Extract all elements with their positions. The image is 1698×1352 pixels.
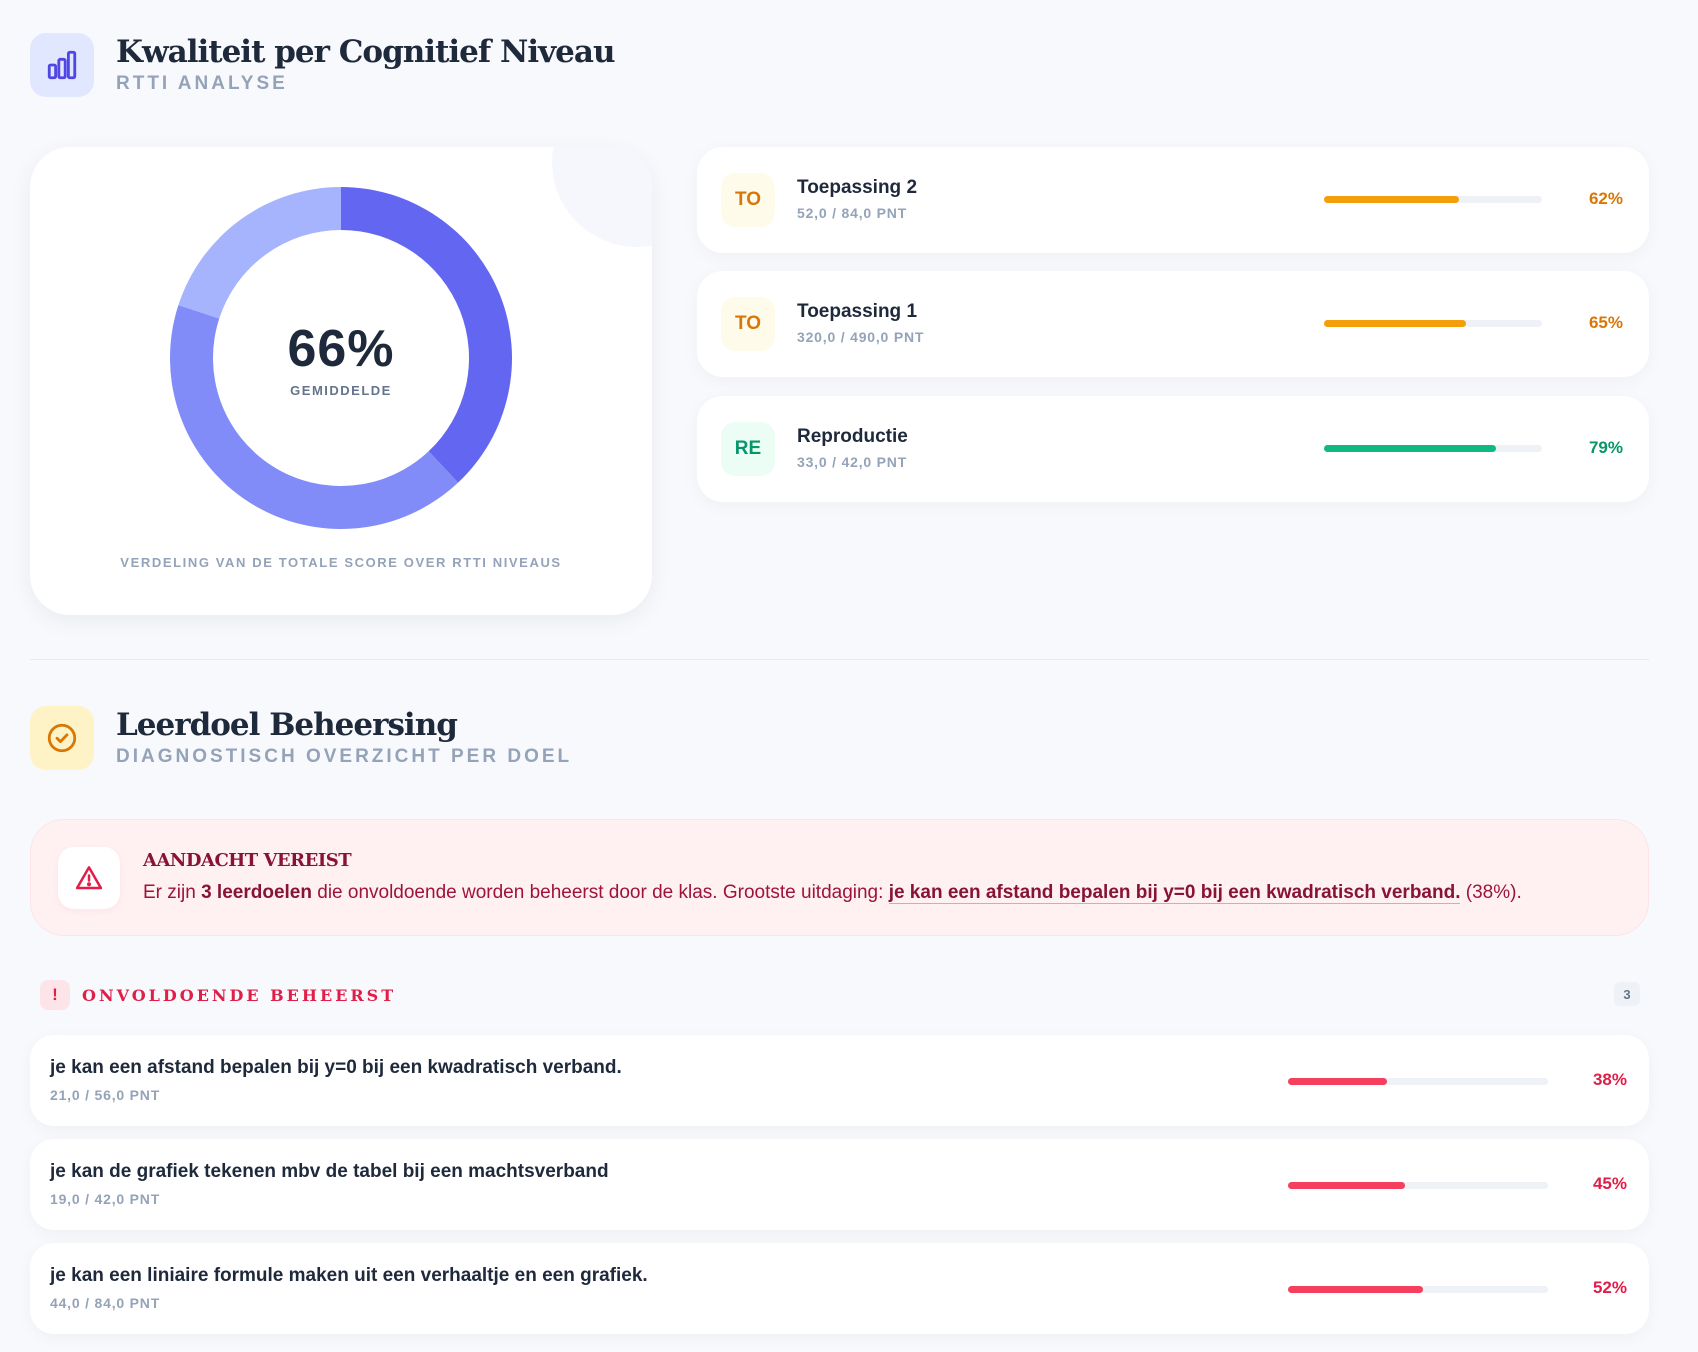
bar-chart-icon [30, 33, 94, 97]
warning-triangle-icon [58, 847, 120, 909]
donut-chart-card: 66% GEMIDDELDE VERDELING VAN DE TOTALE S… [30, 147, 652, 615]
donut-center: 66% GEMIDDELDE [170, 187, 512, 529]
level-card: TO Toepassing 1 320,0 / 490,0 PNT 65% [697, 271, 1649, 377]
goal-name: je kan een afstand bepalen bij y=0 bij e… [50, 1057, 622, 1078]
level-percent: 79% [1588, 438, 1623, 457]
alert-text-suffix: (38%). [1460, 882, 1522, 903]
check-circle-icon [30, 706, 94, 770]
alert-title: AANDACHT VEREIST [143, 850, 352, 871]
level-card: TO Toepassing 2 52,0 / 84,0 PNT 62% [697, 147, 1649, 253]
attention-alert: AANDACHT VEREIST Er zijn 3 leerdoelen di… [30, 819, 1649, 936]
section-title: Kwaliteit per Cognitief Niveau [116, 34, 615, 70]
progress-track [1324, 196, 1542, 203]
section-header-leerdoel: Leerdoel Beheersing DIAGNOSTISCH OVERZIC… [30, 706, 572, 770]
progress-fill [1324, 320, 1466, 327]
section-subtitle: DIAGNOSTISCH OVERZICHT PER DOEL [116, 746, 573, 767]
group-label: ONVOLDOENDE BEHEERST [82, 986, 397, 1005]
level-card: RE Reproductie 33,0 / 42,0 PNT 79% [697, 396, 1649, 502]
section-title: Leerdoel Beheersing [116, 707, 458, 743]
goal-points: 44,0 / 84,0 PNT [50, 1295, 161, 1311]
alert-text-middle: die onvoldoende worden beheerst door de … [311, 882, 889, 903]
goal-percent: 52% [1592, 1278, 1627, 1297]
progress-track [1288, 1182, 1548, 1189]
section-divider [30, 659, 1649, 660]
goal-percent: 38% [1592, 1070, 1627, 1089]
goal-card: je kan een liniaire formule maken uit ee… [30, 1243, 1649, 1334]
goal-name: je kan de grafiek tekenen mbv de tabel b… [50, 1161, 609, 1182]
donut-chart [170, 187, 512, 529]
progress-fill [1324, 445, 1497, 452]
progress-fill [1288, 1286, 1424, 1293]
progress-fill [1288, 1182, 1405, 1189]
level-points: 33,0 / 42,0 PNT [797, 454, 908, 470]
goal-card: je kan een afstand bepalen bij y=0 bij e… [30, 1035, 1649, 1126]
group-count-badge: 3 [1614, 982, 1640, 1006]
level-badge: TO [721, 297, 775, 351]
level-name: Toepassing 2 [797, 177, 918, 198]
donut-slice-3 [178, 187, 341, 319]
progress-fill [1288, 1078, 1387, 1085]
exclamation-icon: ! [40, 980, 70, 1010]
donut-caption: VERDELING VAN DE TOTALE SCORE OVER RTTI … [120, 555, 562, 570]
progress-track [1324, 445, 1542, 452]
level-name: Toepassing 1 [797, 301, 918, 322]
level-percent: 65% [1588, 313, 1623, 332]
card-decoration [552, 147, 652, 247]
section-header-rtti: Kwaliteit per Cognitief Niveau RTTI ANAL… [30, 33, 615, 97]
goal-points: 21,0 / 56,0 PNT [50, 1087, 161, 1103]
goal-percent: 45% [1592, 1174, 1627, 1193]
level-name: Reproductie [797, 426, 908, 447]
average-label: GEMIDDELDE [290, 382, 392, 398]
alert-text-prefix: Er zijn [143, 882, 202, 903]
level-points: 52,0 / 84,0 PNT [797, 205, 908, 221]
goal-card: je kan de grafiek tekenen mbv de tabel b… [30, 1139, 1649, 1230]
level-badge: TO [721, 173, 775, 227]
level-badge: RE [721, 422, 775, 476]
goal-points: 19,0 / 42,0 PNT [50, 1191, 161, 1207]
progress-track [1288, 1078, 1548, 1085]
progress-fill [1324, 196, 1460, 203]
level-percent: 62% [1588, 189, 1623, 208]
section-subtitle: RTTI ANALYSE [116, 73, 288, 94]
donut-slice-1 [341, 187, 512, 483]
alert-goal-link[interactable]: je kan een afstand bepalen bij y=0 bij e… [888, 882, 1461, 904]
alert-message: Er zijn 3 leerdoelen die onvoldoende wor… [143, 882, 1522, 904]
donut-slice-2 [170, 305, 459, 529]
level-points: 320,0 / 490,0 PNT [797, 329, 925, 345]
average-value: 66% [287, 319, 395, 378]
alert-count: 3 leerdoelen [201, 882, 312, 903]
progress-track [1288, 1286, 1548, 1293]
progress-track [1324, 320, 1542, 327]
goal-name: je kan een liniaire formule maken uit ee… [50, 1265, 648, 1286]
group-header: ! ONVOLDOENDE BEHEERST 3 [40, 980, 1640, 1010]
